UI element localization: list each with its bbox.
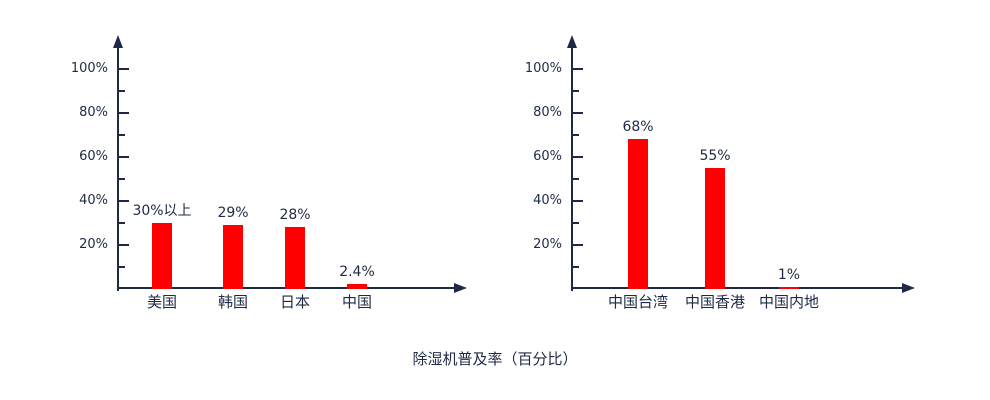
y-tick-major: [118, 156, 129, 158]
y-axis: [571, 43, 573, 291]
figure-title: 除湿机普及率（百分比）: [412, 350, 578, 368]
y-tick-label: 20%: [79, 237, 108, 252]
y-axis-arrow-icon: [113, 35, 123, 48]
y-tick-major: [572, 112, 583, 114]
y-tick-label: 80%: [533, 105, 562, 120]
bar: [779, 287, 799, 289]
y-axis-arrow-icon: [567, 35, 577, 48]
bar: [152, 223, 172, 289]
y-tick-minor: [118, 266, 125, 268]
y-tick-major: [118, 68, 129, 70]
y-tick-minor: [572, 266, 579, 268]
bar-value-label: 2.4%: [339, 264, 375, 280]
y-tick-major: [118, 200, 129, 202]
x-axis: [572, 287, 904, 289]
bar: [223, 225, 243, 289]
category-label: 中国香港: [684, 293, 745, 311]
y-tick-major: [572, 200, 583, 202]
y-tick-minor: [572, 222, 579, 224]
y-tick-label: 60%: [79, 149, 108, 164]
category-label: 美国: [146, 293, 177, 311]
bar-value-label: 55%: [699, 148, 731, 164]
y-tick-label: 40%: [79, 193, 108, 208]
y-tick-major: [572, 156, 583, 158]
bar: [628, 139, 648, 289]
y-tick-label: 60%: [533, 149, 562, 164]
category-label: 韩国: [217, 293, 248, 311]
y-tick-minor: [572, 178, 579, 180]
bar-value-label: 29%: [217, 205, 249, 221]
y-tick-major: [572, 244, 583, 246]
category-label: 日本: [279, 293, 310, 311]
y-tick-minor: [118, 178, 125, 180]
y-tick-major: [118, 244, 129, 246]
y-tick-minor: [118, 90, 125, 92]
category-label: 中国台湾: [607, 293, 668, 311]
bar: [347, 284, 367, 289]
bar-value-label: 30%以上: [132, 203, 192, 219]
y-tick-label: 80%: [79, 105, 108, 120]
bar: [705, 168, 725, 289]
y-tick-major: [118, 112, 129, 114]
y-axis: [117, 43, 119, 291]
y-tick-major: [572, 68, 583, 70]
y-tick-minor: [118, 134, 125, 136]
x-axis-arrow-icon: [454, 283, 467, 293]
y-tick-minor: [572, 90, 579, 92]
y-tick-label: 40%: [533, 193, 562, 208]
bar: [285, 227, 305, 289]
category-label: 中国内地: [758, 293, 819, 311]
bar-value-label: 28%: [279, 207, 311, 223]
x-axis-arrow-icon: [902, 283, 915, 293]
y-tick-minor: [118, 222, 125, 224]
y-tick-label: 100%: [70, 61, 108, 76]
y-tick-label: 20%: [533, 237, 562, 252]
category-label: 中国: [341, 293, 372, 311]
bar-value-label: 1%: [777, 267, 801, 283]
y-tick-label: 100%: [524, 61, 562, 76]
y-tick-minor: [572, 134, 579, 136]
bar-value-label: 68%: [622, 119, 654, 135]
